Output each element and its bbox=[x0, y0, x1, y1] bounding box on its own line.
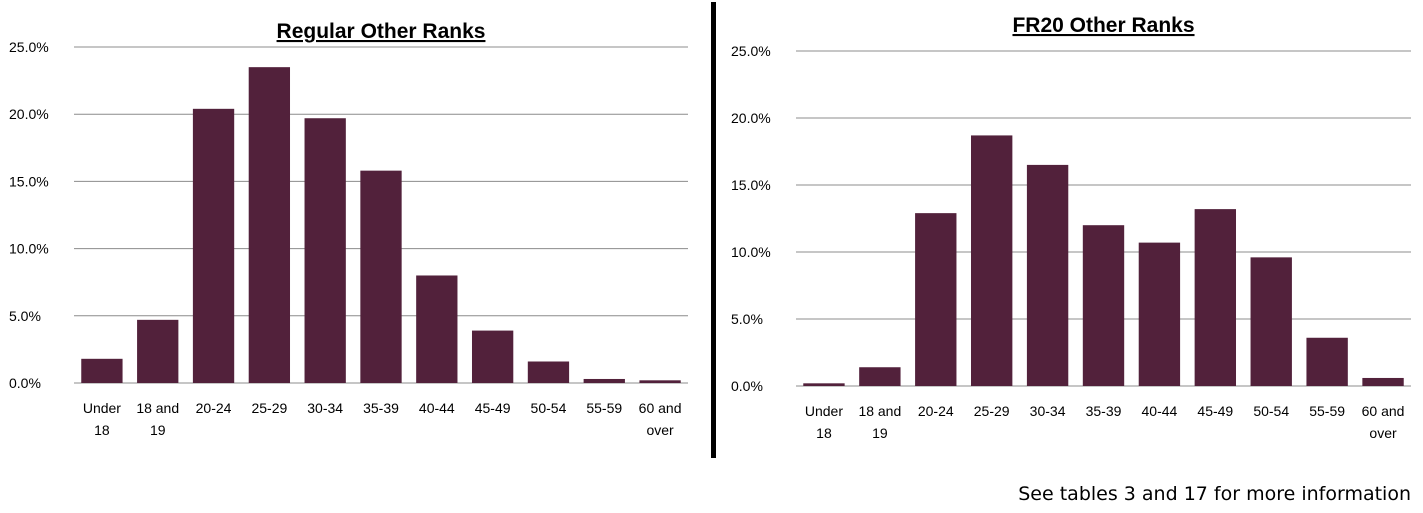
fr20-x-tick-label: 50-54 bbox=[1253, 403, 1289, 419]
regular-bar bbox=[583, 378, 625, 383]
regular-y-tick-label: 0.0% bbox=[9, 375, 41, 391]
fr20-bar bbox=[915, 213, 957, 386]
regular-bar bbox=[639, 380, 681, 383]
fr20-bar bbox=[859, 367, 901, 386]
fr20-x-tick-label: 45-49 bbox=[1197, 403, 1233, 419]
fr20-bar bbox=[1362, 377, 1404, 386]
regular-bar bbox=[471, 330, 514, 383]
footnote: See tables 3 and 17 for more information bbox=[1018, 483, 1411, 505]
regular-x-tick-label: 20-24 bbox=[196, 400, 232, 416]
fr20-y-tick-label: 10.0% bbox=[731, 244, 771, 260]
regular-y-tick-label: 20.0% bbox=[9, 106, 49, 122]
fr20-x-tick-label: 60 and over bbox=[1362, 403, 1405, 441]
regular-x-tick-label: 60 and over bbox=[639, 400, 682, 438]
fr20-y-tick-label: 25.0% bbox=[731, 43, 771, 59]
fr20-y-tick-label: 5.0% bbox=[731, 311, 763, 327]
regular-other-ranks-chart: Regular Other Ranks 0.0% 5.0% 10.0% 15.0% 20.… bbox=[0, 0, 700, 470]
regular-bar bbox=[304, 118, 346, 384]
regular-chart-title: Regular Other Ranks bbox=[277, 20, 486, 43]
regular-x-tick-label: 25-29 bbox=[251, 400, 287, 416]
regular-bar bbox=[416, 275, 458, 383]
fr20-x-tick-label: 20-24 bbox=[918, 403, 954, 419]
fr20-bar bbox=[970, 135, 1013, 386]
fr20-bar bbox=[1026, 164, 1069, 386]
fr20-x-tick-label: 18 and 19 bbox=[858, 403, 901, 441]
fr20-bar bbox=[1138, 242, 1181, 386]
fr20-bar bbox=[1194, 209, 1237, 386]
fr20-bar bbox=[1250, 257, 1292, 386]
fr20-x-tick-label: 30-34 bbox=[1030, 403, 1066, 419]
regular-bar bbox=[192, 108, 235, 383]
regular-bar bbox=[248, 67, 291, 383]
regular-y-tick-label: 25.0% bbox=[9, 39, 49, 55]
fr20-y-tick-label: 20.0% bbox=[731, 110, 771, 126]
fr20-bar bbox=[803, 383, 845, 386]
fr20-chart-title: FR20 Other Ranks bbox=[1012, 14, 1194, 37]
regular-x-tick-label: 35-39 bbox=[363, 400, 399, 416]
chart-divider bbox=[711, 2, 716, 458]
regular-x-tick-label: Under 18 bbox=[83, 400, 121, 438]
fr20-y-tick-label: 0.0% bbox=[731, 378, 763, 394]
regular-x-tick-label: 18 and 19 bbox=[136, 400, 179, 438]
fr20-bar bbox=[1306, 337, 1348, 386]
regular-bar bbox=[360, 170, 402, 383]
regular-bar bbox=[81, 358, 123, 383]
regular-y-tick-label: 5.0% bbox=[9, 308, 41, 324]
regular-y-tick-label: 15.0% bbox=[9, 173, 49, 189]
regular-x-tick-label: 55-59 bbox=[586, 400, 622, 416]
regular-bar bbox=[527, 361, 570, 383]
regular-x-tick-label: 30-34 bbox=[307, 400, 343, 416]
fr20-bar bbox=[1082, 225, 1125, 386]
fr20-x-tick-label: Under 18 bbox=[805, 403, 843, 441]
regular-x-tick-label: 50-54 bbox=[531, 400, 567, 416]
fr20-x-tick-label: 35-39 bbox=[1086, 403, 1122, 419]
fr20-x-tick-label: 25-29 bbox=[974, 403, 1010, 419]
fr20-y-tick-label: 15.0% bbox=[731, 177, 771, 193]
fr20-x-tick-label: 55-59 bbox=[1309, 403, 1345, 419]
regular-y-tick-label: 10.0% bbox=[9, 241, 49, 257]
regular-bar bbox=[137, 319, 179, 383]
regular-x-tick-label: 45-49 bbox=[475, 400, 511, 416]
regular-other-ranks-svg: Regular Other Ranks 0.0% 5.0% 10.0% 15.0% 20.… bbox=[9, 20, 688, 438]
fr20-x-tick-label: 40-44 bbox=[1142, 403, 1178, 419]
fr20-other-ranks-chart: FR20 Other Ranks 0.0% 5.0% 10.0% 15.0% 20.0% 2… bbox=[722, 0, 1423, 470]
fr20-other-ranks-svg: FR20 Other Ranks 0.0% 5.0% 10.0% 15.0% 20.0% 2… bbox=[731, 14, 1411, 441]
regular-x-tick-label: 40-44 bbox=[419, 400, 455, 416]
